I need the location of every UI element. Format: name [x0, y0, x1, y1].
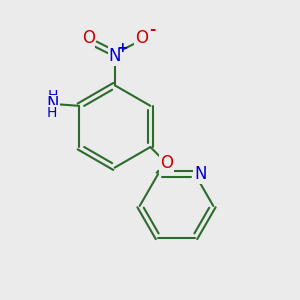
Text: H: H	[47, 106, 57, 120]
Text: H: H	[47, 89, 58, 103]
Text: O: O	[160, 154, 173, 172]
Text: N: N	[46, 95, 59, 113]
Text: O: O	[82, 29, 95, 47]
Text: N: N	[108, 47, 121, 65]
Text: O: O	[135, 29, 148, 47]
Text: N: N	[194, 165, 206, 183]
Text: +: +	[116, 40, 128, 55]
Text: -: -	[149, 22, 155, 38]
